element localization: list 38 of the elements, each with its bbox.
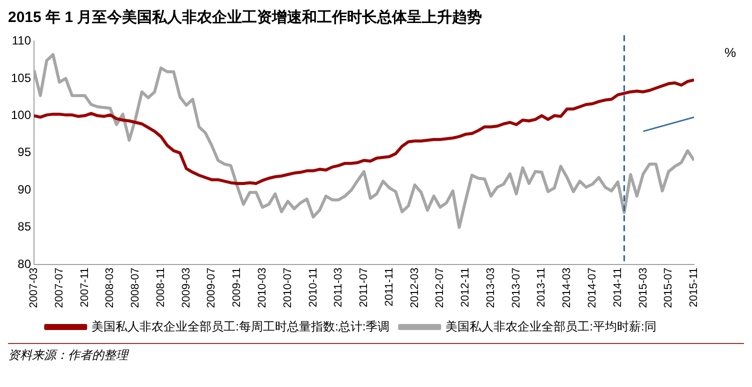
x-tick-label: 2011-03 xyxy=(332,268,345,308)
x-tick-label: 2009-03 xyxy=(180,268,192,308)
chart-title: 2015 年 1 月至今美国私人非农企业工资增速和工作时长总体呈上升趋势 xyxy=(8,8,484,28)
y-tick-label: 85 xyxy=(18,220,32,234)
x-tick-label: 2013-03 xyxy=(484,268,497,308)
x-tick-label: 2013-11 xyxy=(536,268,548,308)
x-tick-label: 2009-07 xyxy=(206,268,218,308)
x-tick-label: 2007-03 xyxy=(28,268,40,308)
text: % xyxy=(724,45,736,60)
x-tick-label: 2015-11 xyxy=(688,268,700,308)
x-tick-label: 2014-07 xyxy=(586,268,598,308)
x-tick-label: 2008-11 xyxy=(154,268,167,308)
text: 资料来源：作者的整理 xyxy=(8,343,744,364)
x-tick-label: 2012-11 xyxy=(460,268,472,308)
legend-label: 美国私人非农企业全部员工:每周工时总量指数:总计:季调 xyxy=(92,319,390,334)
x-tick-label: 2012-07 xyxy=(434,268,446,308)
x-tick-label: 2008-03 xyxy=(104,268,116,308)
x-tick-label: 2013-07 xyxy=(510,268,522,308)
x-tick-label: 2008-07 xyxy=(130,268,142,308)
x-tick-label: 2007-07 xyxy=(53,268,66,308)
legend-label: 美国私人非农企业全部员工:平均时薪:同 xyxy=(446,319,656,334)
x-tick-label: 2010-03 xyxy=(256,268,269,308)
x-tick-label: 2010-07 xyxy=(282,268,294,308)
x-tick-label: 2009-11 xyxy=(231,268,244,308)
y-tick-label: 95 xyxy=(18,145,32,160)
x-tick-label: 2015-07 xyxy=(662,268,675,308)
y-tick-label: 100 xyxy=(10,108,32,122)
x-tick-label: 2014-11 xyxy=(612,268,624,308)
x-tick-label: 2012-03 xyxy=(408,268,421,308)
x-tick-label: 2011-07 xyxy=(358,268,370,308)
y-tick-label: 110 xyxy=(12,34,32,48)
x-tick-label: 2011-11 xyxy=(383,268,396,306)
x-tick-label: 2007-11 xyxy=(78,268,91,308)
y-tick-label: 90 xyxy=(18,182,32,196)
x-tick-label: 2014-03 xyxy=(561,268,574,308)
x-tick-label: 2015-03 xyxy=(637,268,650,308)
x-tick-label: 2010-11 xyxy=(307,268,320,308)
y-tick-label: 105 xyxy=(10,70,32,85)
